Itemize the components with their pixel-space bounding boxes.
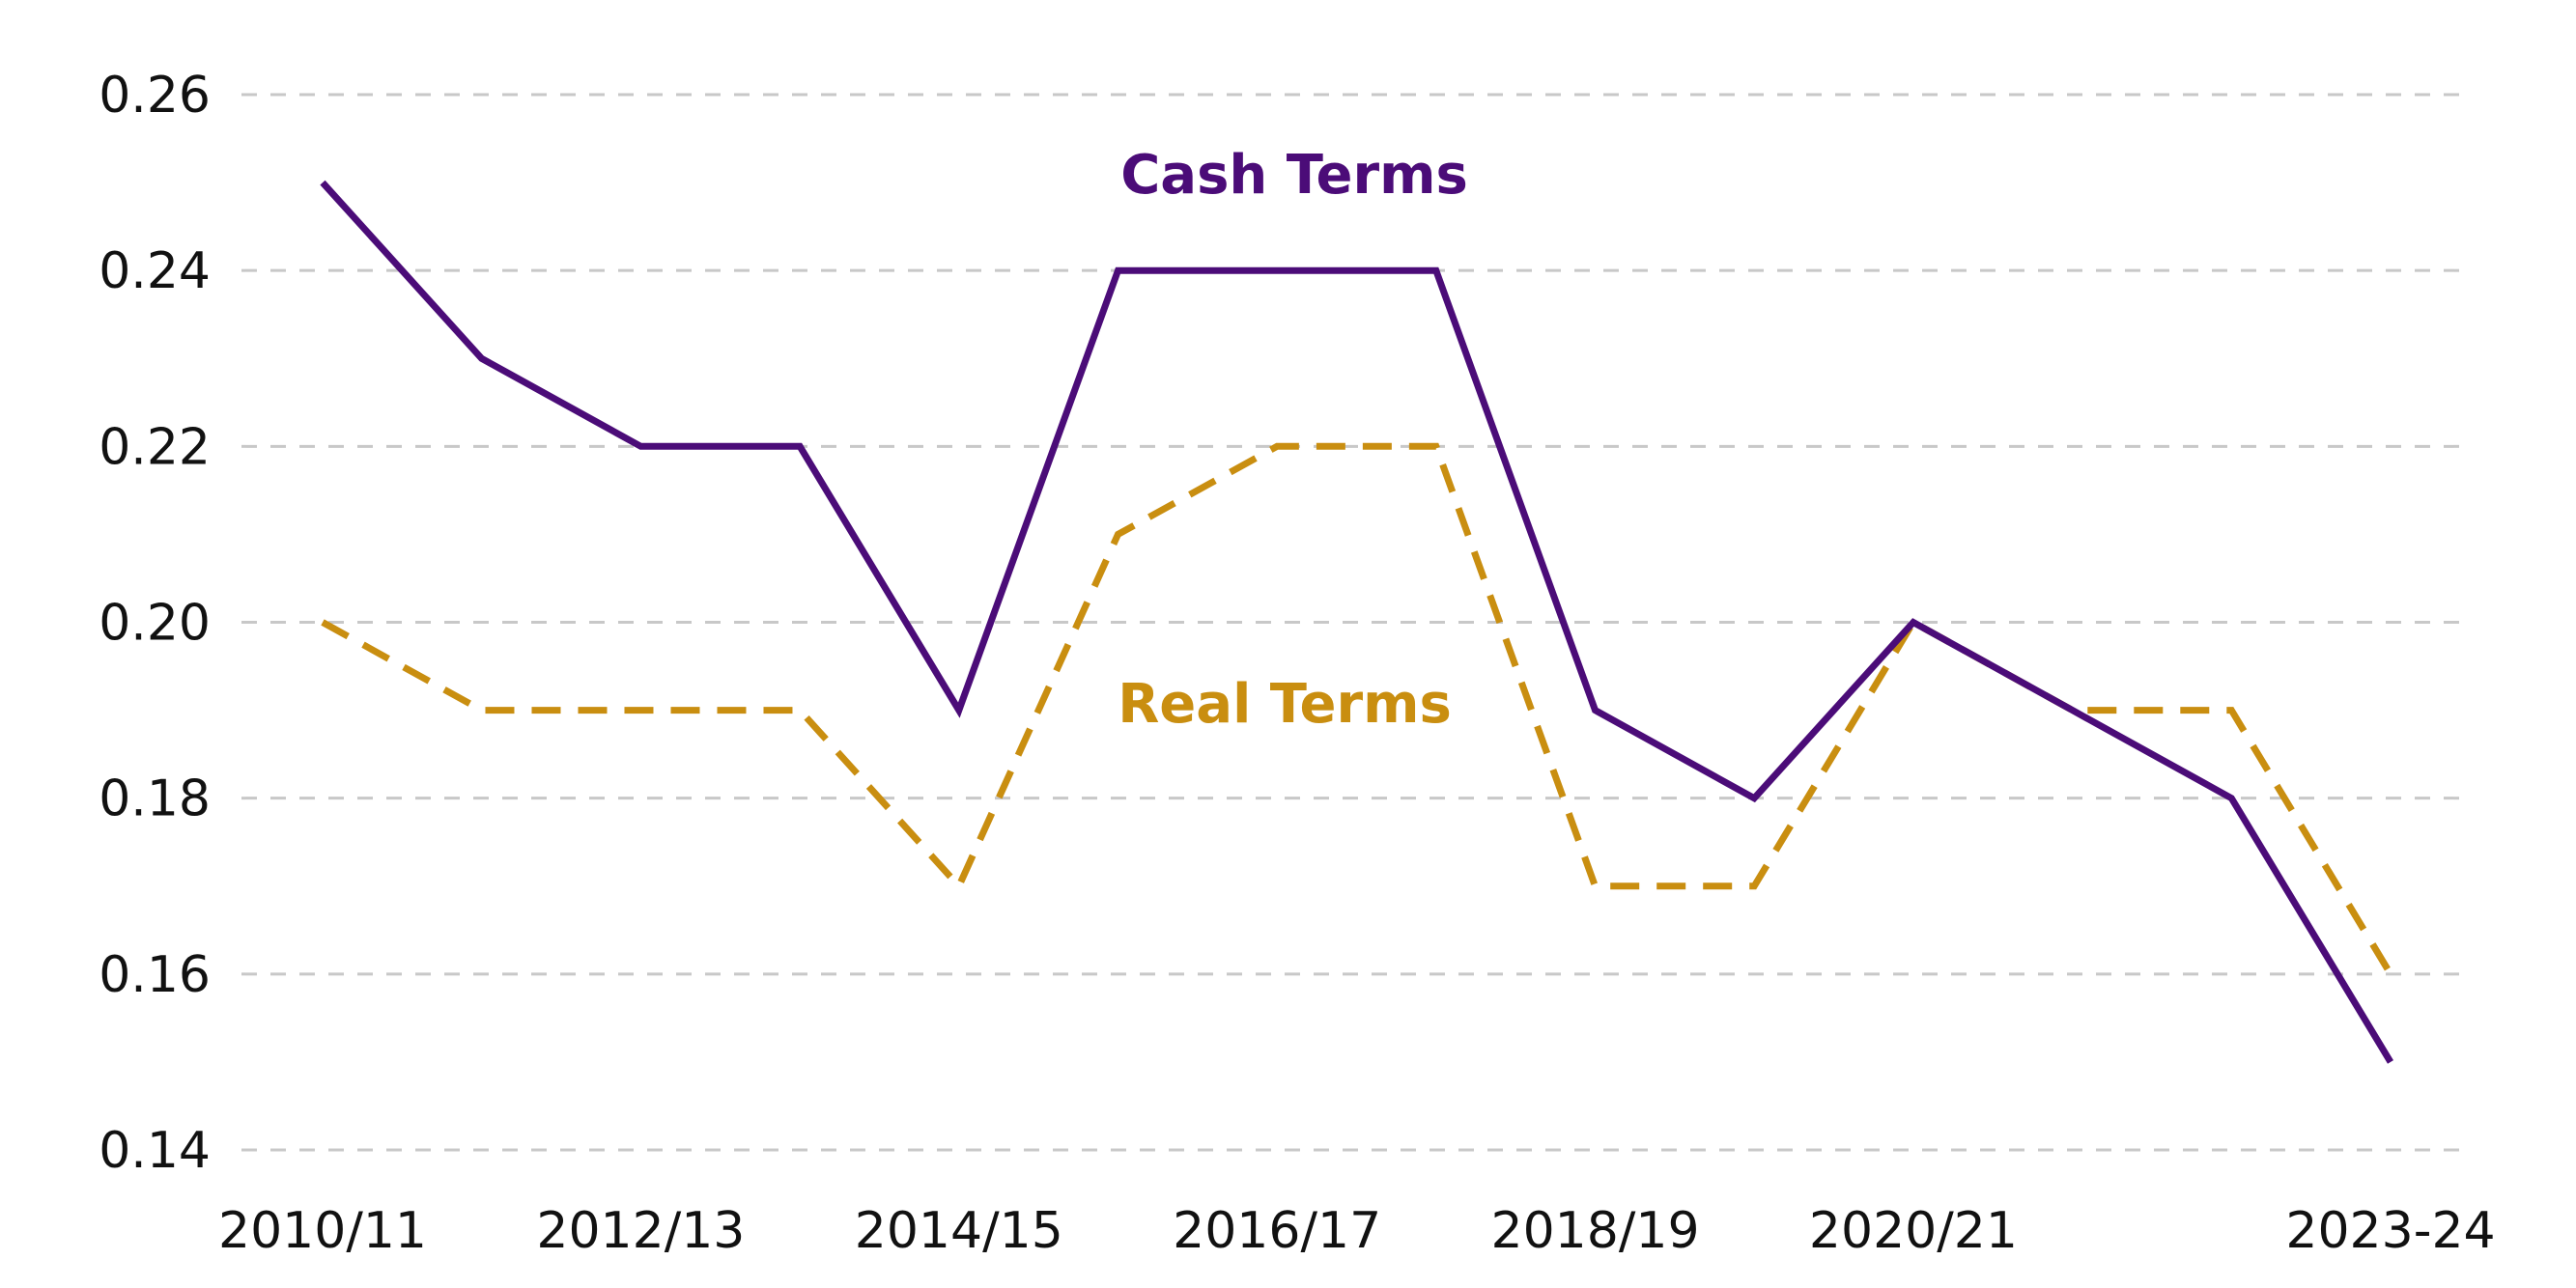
data-point bbox=[637, 707, 644, 714]
y-tick-label: 0.16 bbox=[99, 946, 211, 1004]
series-lines bbox=[319, 179, 2394, 1066]
series-label-cash-terms: Cash Terms bbox=[1120, 144, 1468, 207]
data-point bbox=[478, 354, 486, 362]
data-point bbox=[1432, 266, 1440, 274]
data-point bbox=[1432, 442, 1440, 450]
data-point bbox=[955, 882, 963, 890]
y-tick-label: 0.22 bbox=[99, 418, 211, 476]
data-point bbox=[2227, 795, 2235, 802]
x-axis-ticks: 2010/11 2012/13 2014/15 2016/17 2018/19 2020/… bbox=[218, 1202, 2496, 1260]
data-point bbox=[1750, 795, 1758, 802]
x-tick-label: 2010/11 bbox=[218, 1202, 427, 1260]
data-point bbox=[2387, 970, 2394, 978]
gridlines bbox=[241, 93, 2473, 1152]
data-point bbox=[319, 179, 326, 186]
x-tick-label: 2016/17 bbox=[1173, 1202, 1381, 1260]
y-tick-label: 0.20 bbox=[99, 595, 211, 653]
data-point bbox=[2227, 707, 2235, 714]
series-labels: Cash Terms Real Terms bbox=[1118, 144, 1468, 736]
data-point bbox=[1592, 882, 1599, 890]
series-label-real-terms: Real Terms bbox=[1118, 673, 1452, 736]
data-point bbox=[955, 707, 963, 714]
x-tick-label: 2018/19 bbox=[1491, 1202, 1700, 1260]
data-point bbox=[796, 707, 804, 714]
x-tick-label: 2014/15 bbox=[855, 1202, 1063, 1260]
data-point bbox=[637, 442, 644, 450]
data-point bbox=[478, 707, 486, 714]
y-tick-label: 0.24 bbox=[99, 242, 211, 300]
data-point bbox=[1592, 707, 1599, 714]
y-tick-label: 0.26 bbox=[99, 67, 211, 125]
data-point bbox=[1273, 266, 1281, 274]
data-point bbox=[1114, 266, 1121, 274]
x-tick-label: 2020/21 bbox=[1809, 1202, 2018, 1260]
series-line-cash-terms bbox=[320, 180, 2393, 1064]
y-tick-label: 0.18 bbox=[99, 770, 211, 828]
data-point bbox=[1273, 442, 1281, 450]
y-tick-label: 0.14 bbox=[99, 1122, 211, 1180]
data-point bbox=[796, 442, 804, 450]
data-point bbox=[1910, 619, 1917, 627]
data-point bbox=[2387, 1058, 2394, 1066]
data-point bbox=[319, 619, 326, 627]
data-point bbox=[1114, 530, 1121, 538]
x-tick-label: 2012/13 bbox=[536, 1202, 745, 1260]
x-tick-label: 2023-24 bbox=[2285, 1202, 2495, 1260]
y-axis-ticks: 0.14 0.16 0.18 0.20 0.22 0.24 0.26 bbox=[99, 67, 211, 1180]
data-point bbox=[2069, 707, 2077, 714]
data-point bbox=[1750, 882, 1758, 890]
